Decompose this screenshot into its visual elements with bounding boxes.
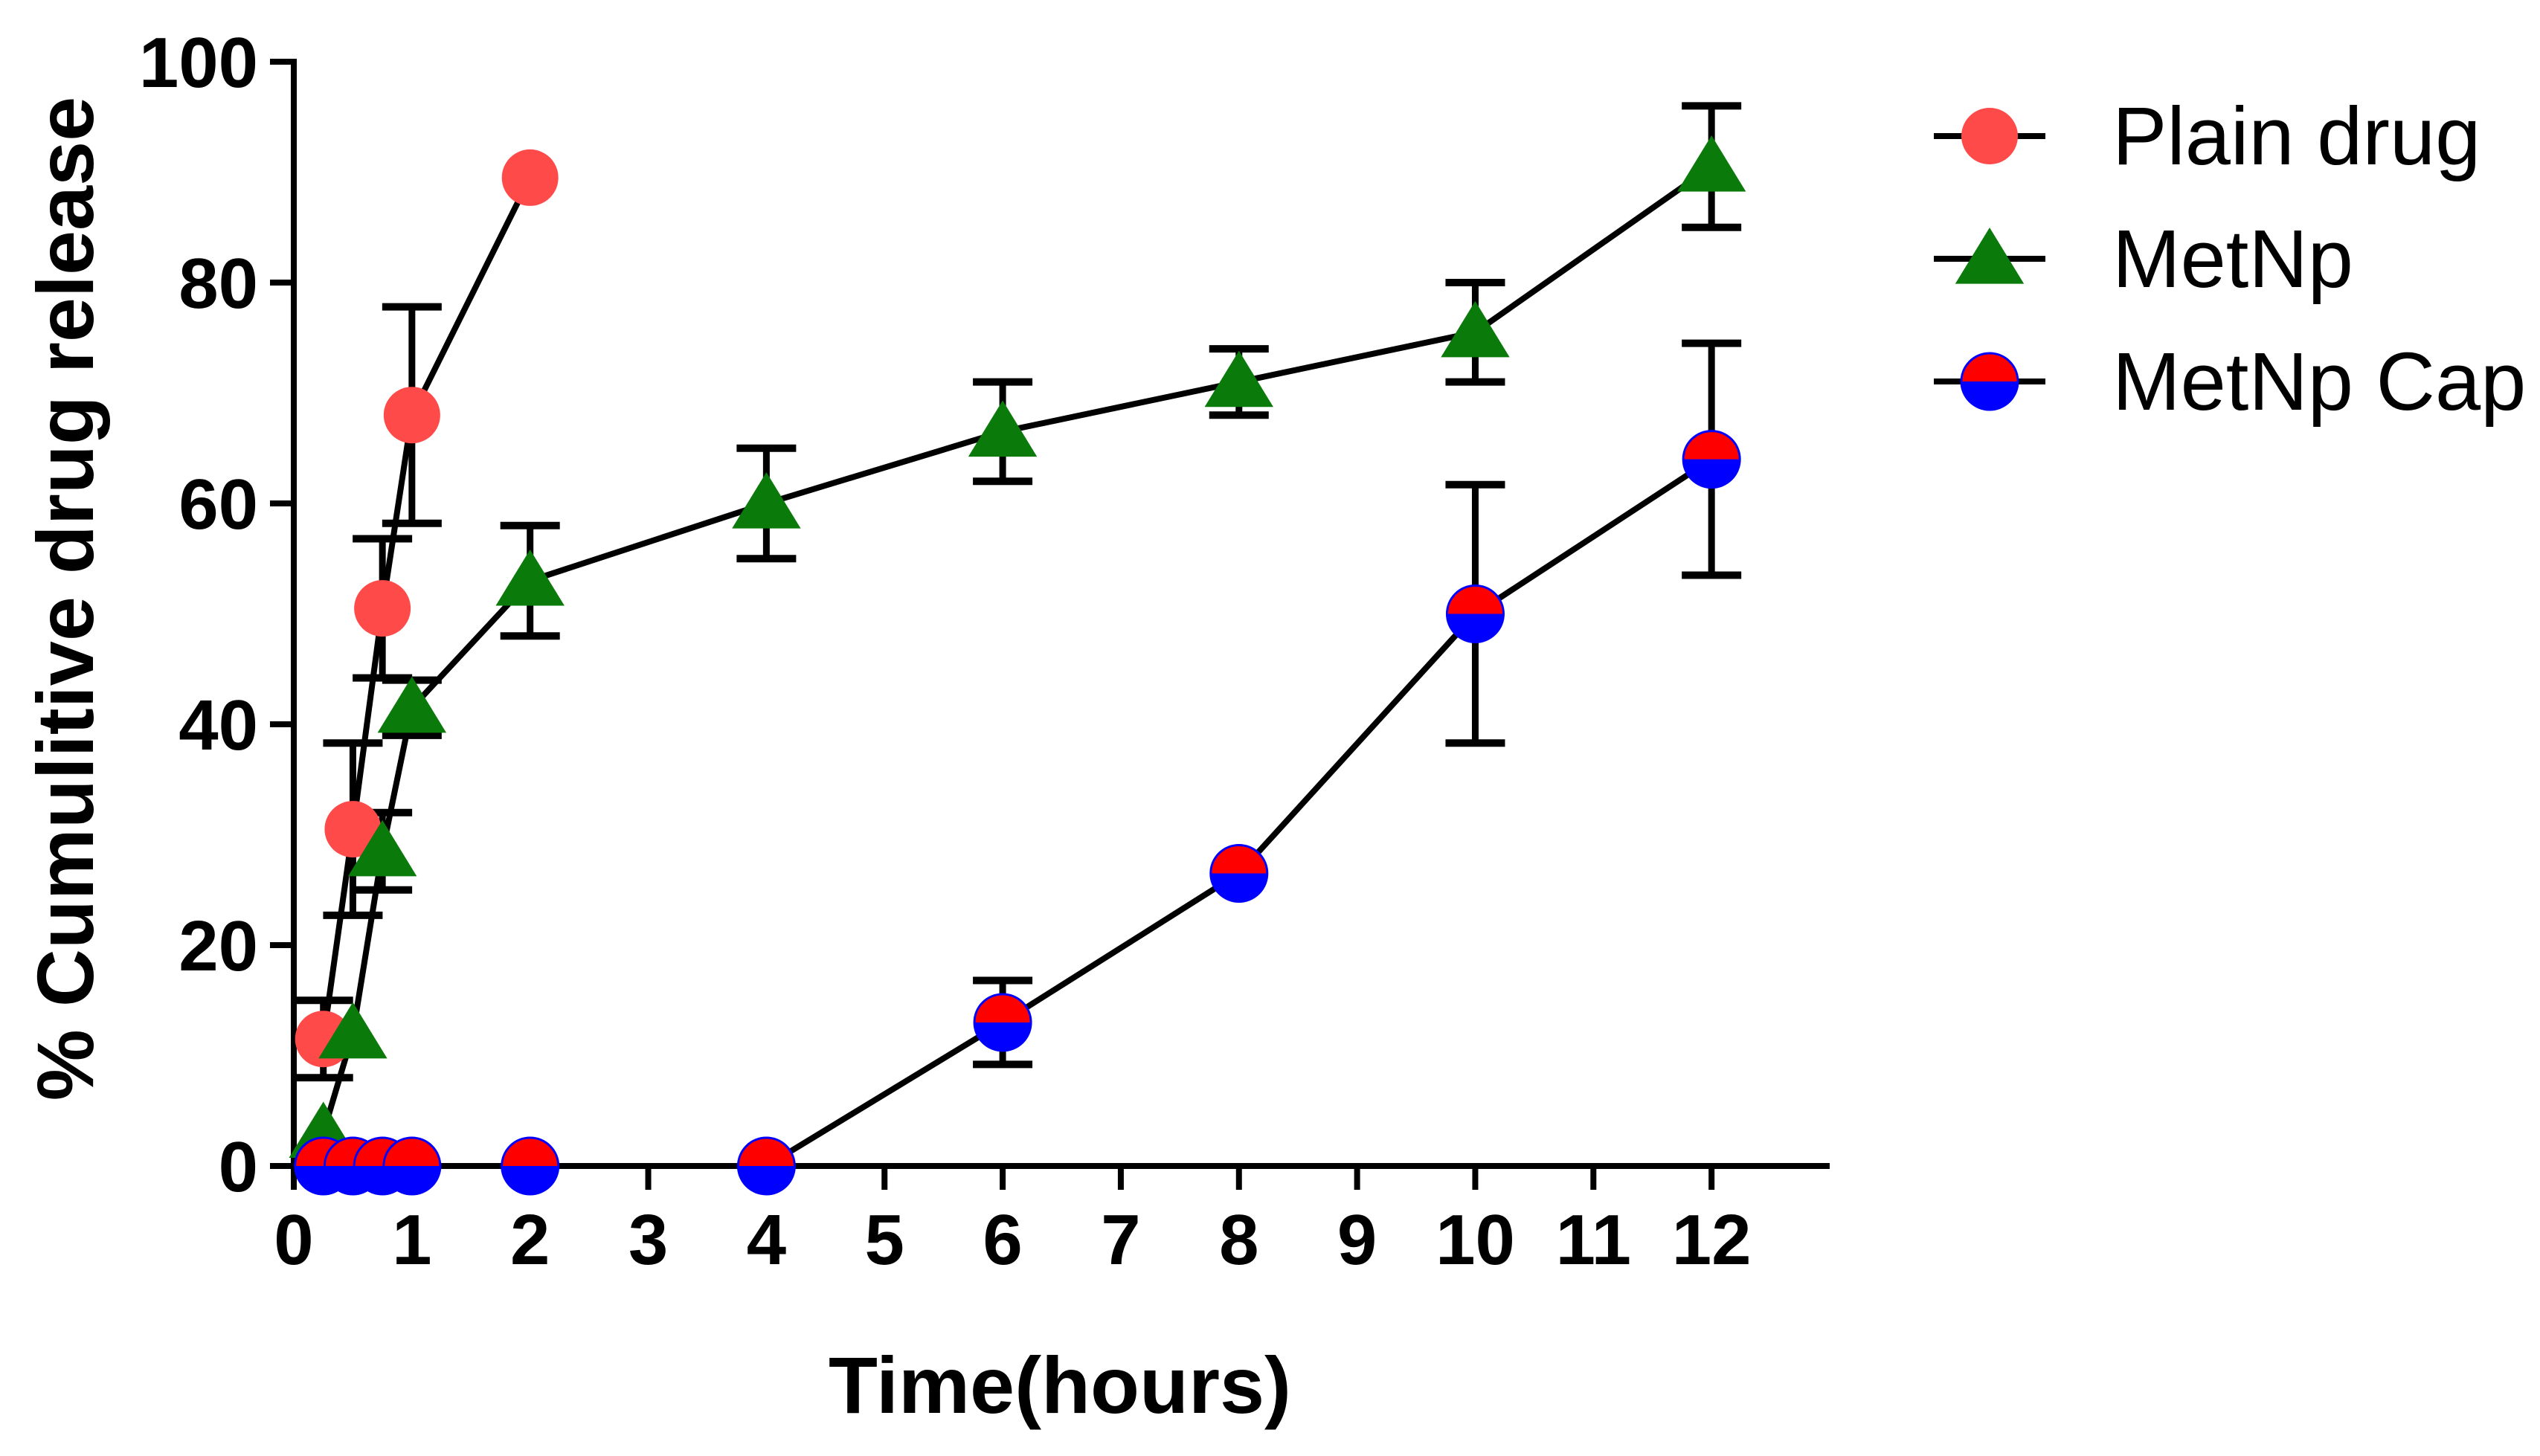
metnp-cap-point [382, 1136, 442, 1196]
legend-label-plain-drug: Plain drug [2112, 91, 2480, 182]
metnp-point [732, 472, 801, 529]
data-markers [289, 135, 1746, 1196]
metnp-cap-point [1209, 843, 1269, 903]
x-tick-label: 11 [1556, 1200, 1631, 1280]
metnp-cap-point-outline [1682, 430, 1741, 489]
x-tick-label: 4 [747, 1200, 786, 1280]
metnp-cap-point-top [383, 1138, 440, 1166]
y-axis-title: % Cumulitive drug release [20, 97, 110, 1101]
metnp-cap-point-outline [501, 1136, 560, 1196]
metnp-point [1204, 350, 1273, 408]
legend-item-metnp-cap: MetNp Cap [1934, 336, 2526, 428]
legend: Plain drug MetNp MetNp Cap [1934, 91, 2526, 428]
legend-item-plain-drug: Plain drug [1934, 91, 2480, 182]
x-tick-label: 6 [983, 1200, 1022, 1280]
metnp-cap-point [1445, 584, 1505, 643]
metnp-point [347, 819, 417, 877]
y-tick-label: 80 [179, 244, 258, 323]
metnp-cap-point-top [1447, 585, 1504, 614]
x-tick-label: 10 [1435, 1200, 1515, 1280]
x-tick-label: 0 [274, 1200, 313, 1280]
x-tick-label: 2 [510, 1200, 550, 1280]
metnp-point [1676, 135, 1746, 192]
plain-drug-point [354, 580, 411, 637]
metnp-cap-point [1682, 430, 1741, 489]
legend-item-metnp: MetNp [1934, 213, 2353, 305]
legend-marker-metnp-cap-top [1961, 353, 2018, 381]
legend-marker-metnp-cap [1960, 352, 2019, 411]
metnp-cap-point-outline [973, 993, 1032, 1052]
metnp-point [318, 1002, 388, 1059]
y-tick-label: 40 [179, 686, 258, 765]
legend-marker-plain-drug [1961, 108, 2018, 164]
x-tick-label: 8 [1219, 1200, 1258, 1280]
x-tick-label: 1 [392, 1200, 431, 1280]
metnp-cap-point-outline [382, 1136, 442, 1196]
metnp-cap-point-outline [1209, 843, 1269, 903]
plain-drug-point [501, 149, 559, 206]
metnp-cap-point-outline [1445, 584, 1505, 643]
y-tick-label: 0 [219, 1127, 258, 1207]
metnp-line [320, 164, 1714, 1134]
metnp-cap-point-top [974, 993, 1032, 1022]
legend-label-metnp-cap: MetNp Cap [2112, 336, 2526, 428]
x-tick-label: 7 [1101, 1200, 1140, 1280]
x-tick-label: 3 [628, 1200, 668, 1280]
x-tick-label: 5 [865, 1200, 904, 1280]
metnp-cap-point-top [1210, 845, 1267, 874]
metnp-cap-point [736, 1136, 796, 1196]
y-tick-label: 20 [179, 906, 258, 986]
legend-marker-metnp-cap-outline [1960, 352, 2019, 411]
metnp-cap-point-top [501, 1138, 559, 1166]
metnp-cap-point [501, 1136, 560, 1196]
metnp-point [1441, 300, 1510, 358]
metnp-point [495, 549, 565, 606]
legend-marker-metnp [1955, 228, 2025, 284]
plain-drug-point [324, 801, 382, 858]
legend-label-metnp: MetNp [2112, 213, 2353, 305]
metnp-cap-point [973, 993, 1032, 1052]
x-axis-title: Time(hours) [829, 1340, 1291, 1430]
x-tick-label: 12 [1672, 1200, 1752, 1280]
metnp-cap-point-outline [736, 1136, 796, 1196]
metnp-cap-point-top [1683, 431, 1740, 460]
x-tick-label: 9 [1337, 1200, 1377, 1280]
metnp-cap-point-top [738, 1138, 795, 1166]
metnp-point [377, 676, 447, 733]
y-tick-label: 60 [179, 465, 258, 544]
plain-drug-point [383, 387, 440, 444]
metnp-point [968, 400, 1038, 457]
y-tick-label: 100 [139, 23, 258, 103]
